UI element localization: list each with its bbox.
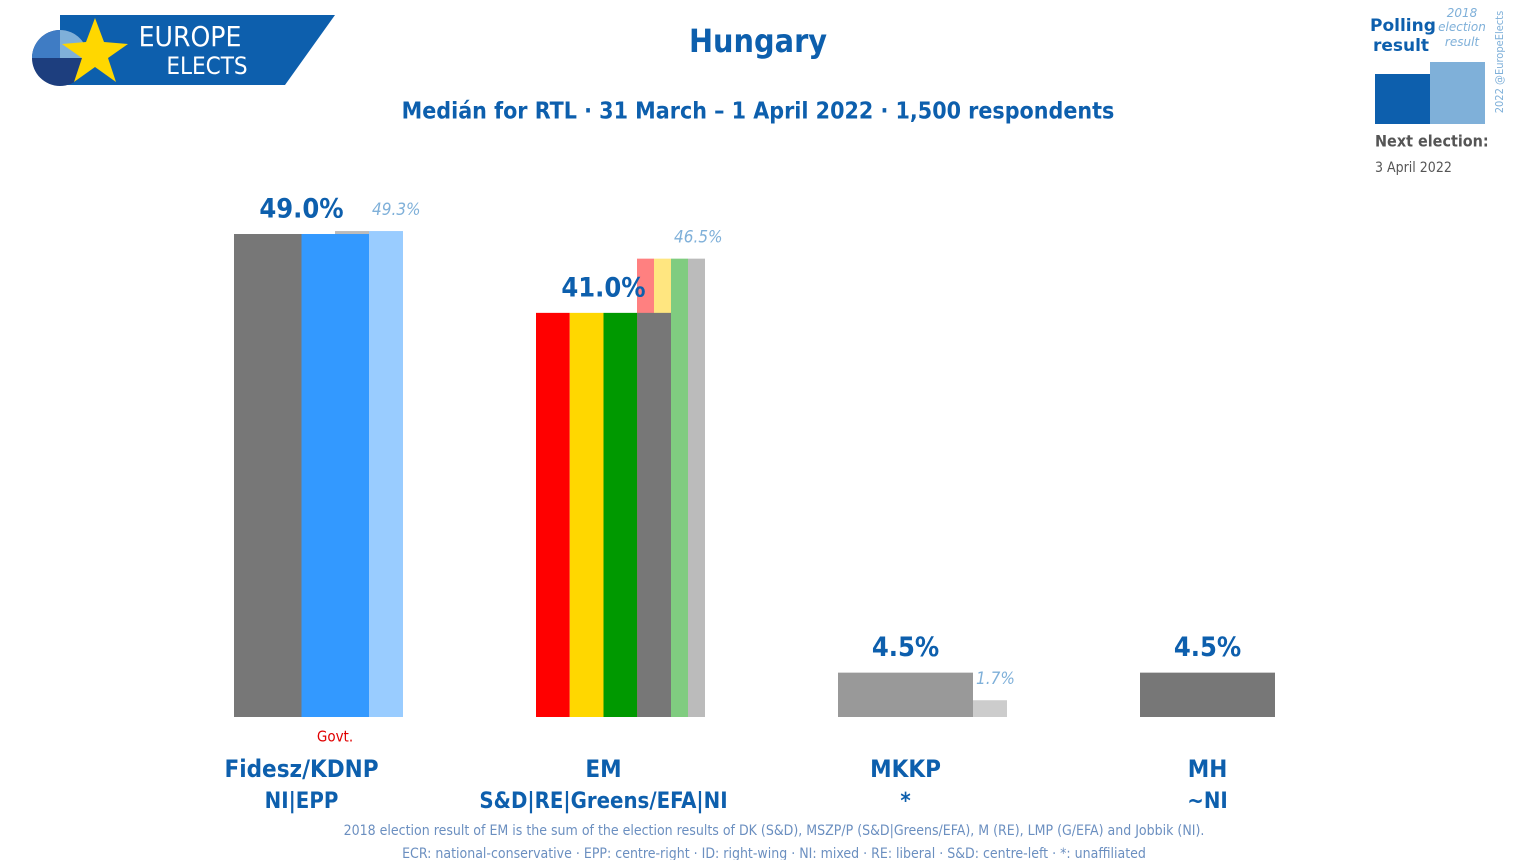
logo: EUROPE ELECTS xyxy=(32,15,335,86)
bar xyxy=(603,312,638,717)
value-label-previous: 49.3% xyxy=(372,200,421,220)
bar xyxy=(234,234,302,717)
legend-swatch xyxy=(1375,74,1435,124)
category-label: EM xyxy=(585,755,621,783)
affiliation-label: S&D|RE|Greens/EFA|NI xyxy=(479,789,727,814)
bar-previous xyxy=(671,258,688,717)
category-label: MKKP xyxy=(870,755,941,783)
value-label-previous: 1.7% xyxy=(976,669,1015,689)
value-label: 49.0% xyxy=(259,194,343,225)
logo-text: EUROPE xyxy=(139,20,242,53)
bar xyxy=(1140,672,1275,717)
chart-subtitle: Medián for RTL · 31 March – 1 April 2022… xyxy=(402,99,1115,125)
next-election-label: Next election: xyxy=(1375,132,1489,151)
bar xyxy=(637,312,671,717)
affiliation-label: ~NI xyxy=(1187,789,1228,814)
bar xyxy=(536,312,570,717)
bar xyxy=(838,672,973,717)
bar-previous xyxy=(688,258,705,717)
logo-star xyxy=(62,18,128,82)
logo-text: ELECTS xyxy=(166,52,247,80)
bar xyxy=(569,312,604,717)
category-note: Govt. xyxy=(317,728,353,746)
affiliation-label: * xyxy=(900,789,910,814)
value-label: 4.5% xyxy=(872,632,939,663)
legend-label: Polling result xyxy=(1370,16,1436,57)
bar-previous xyxy=(369,231,403,717)
logo-pie-slice xyxy=(32,30,60,58)
bar xyxy=(301,234,369,717)
legend-swatch xyxy=(1430,62,1485,124)
value-label: 41.0% xyxy=(561,272,645,303)
category-label: MH xyxy=(1188,755,1228,783)
legend-label: 2018 election result xyxy=(1438,6,1486,49)
value-label: 4.5% xyxy=(1174,632,1241,663)
footnote: ECR: national-conservative · EPP: centre… xyxy=(402,846,1146,860)
affiliation-label: NI|EPP xyxy=(265,789,339,814)
credit: 2022 @EuropeElects xyxy=(1493,11,1506,114)
chart-title: Hungary xyxy=(689,22,827,60)
next-election: 3 April 2022 xyxy=(1375,160,1452,176)
value-label-previous: 46.5% xyxy=(674,228,723,248)
category-label: Fidesz/KDNP xyxy=(224,755,378,783)
logo-banner xyxy=(60,15,335,85)
footnote: 2018 election result of EM is the sum of… xyxy=(344,823,1205,839)
